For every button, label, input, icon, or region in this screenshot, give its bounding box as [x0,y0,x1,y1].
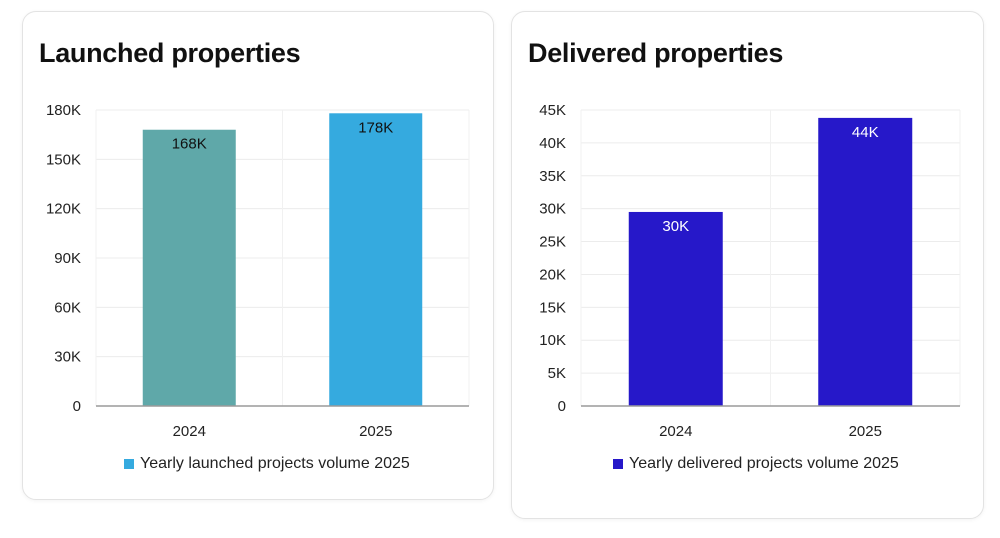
bar [142,129,236,406]
y-tick-label: 45K [539,102,566,119]
y-tick-label: 60K [54,299,81,316]
bar [628,211,723,406]
y-tick-label: 40K [539,135,566,152]
legend-swatch [124,459,134,469]
y-tick-label: 180K [46,102,81,119]
y-tick-label: 20K [539,266,566,283]
chart-title: Launched properties [39,38,301,68]
y-tick-label: 150K [46,151,81,168]
x-tick-label: 2024 [173,423,206,440]
bar-value-label: 30K [662,218,689,235]
launched-properties-chart: 0 30K 60K 90K 120K 150K 180K 168K 2024 178K 2025 [46,102,470,440]
y-tick-label: 10K [539,332,566,349]
legend-label: Yearly delivered projects volume 2025 [629,455,899,472]
y-tick-label: 0 [558,398,566,415]
legend-label: Yearly launched projects volume 2025 [140,455,410,472]
launched-properties-card: Launched properties 0 30K 60K 90K 120K 150K 18… [22,11,494,500]
y-tick-label: 30K [54,349,81,366]
bar [818,117,913,406]
y-tick-label: 25K [539,234,566,251]
delivered-properties-card: Delivered properties 0 5K 10K 15K 20K 25K 30K 3… [511,11,984,519]
y-tick-label: 15K [539,299,566,316]
y-tick-label: 35K [539,168,566,185]
y-tick-label: 30K [539,201,566,218]
x-tick-label: 2024 [659,423,692,440]
bar [329,113,423,407]
legend-swatch [613,459,623,469]
chart-legend[interactable]: Yearly delivered projects volume 2025 [613,455,899,473]
x-tick-label: 2025 [359,423,392,440]
y-tick-label: 0 [73,398,81,415]
y-tick-label: 120K [46,201,81,218]
x-tick-label: 2025 [849,423,882,440]
delivered-properties-chart: 0 5K 10K 15K 20K 25K 30K 35K 40K 45K 30K 2024 44K 202… [539,102,961,440]
bar-value-label: 44K [852,124,879,141]
bar-value-label: 178K [358,119,393,136]
chart-title: Delivered properties [528,38,784,68]
y-tick-label: 90K [54,250,81,267]
chart-legend[interactable]: Yearly launched projects volume 2025 [124,455,410,473]
bar-value-label: 168K [172,136,207,153]
y-tick-label: 5K [548,365,566,382]
